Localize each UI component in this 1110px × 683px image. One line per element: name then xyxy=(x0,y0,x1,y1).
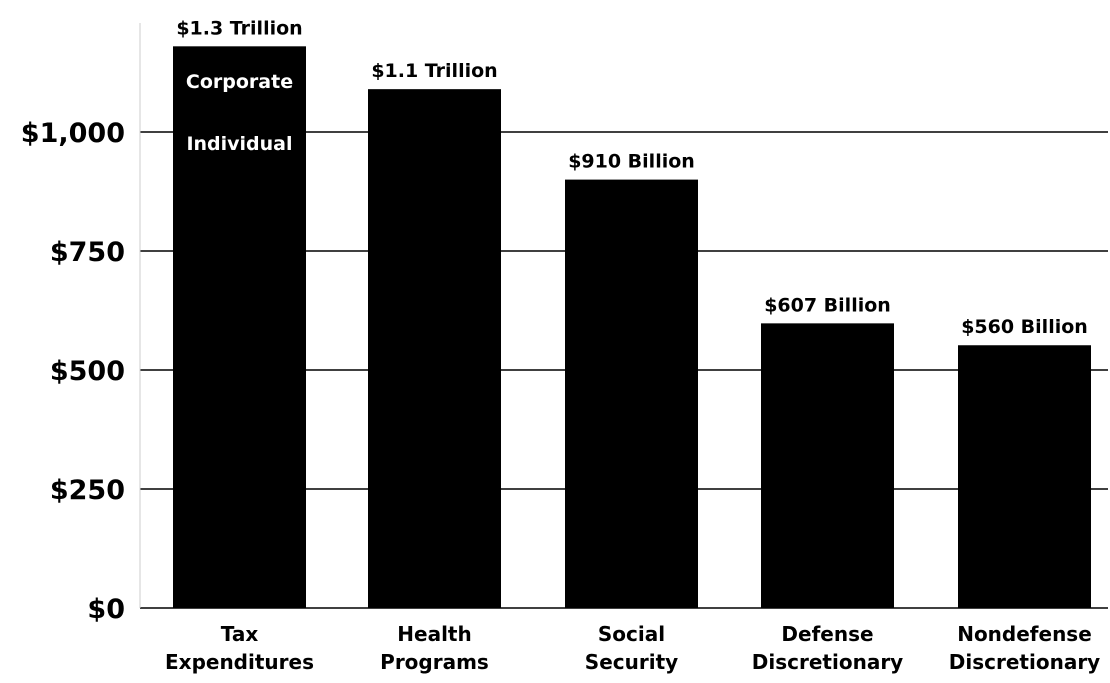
y-tick-label: $250 xyxy=(50,475,125,506)
y-tick-label: $0 xyxy=(87,594,125,625)
y-tick-label: $1,000 xyxy=(21,118,125,149)
bar xyxy=(368,89,501,608)
x-tick-label: Discretionary xyxy=(752,650,903,674)
x-tick-label: Nondefense xyxy=(957,622,1092,646)
x-tick-label: Discretionary xyxy=(949,650,1100,674)
data-label: $607 Billion xyxy=(764,294,891,316)
bar xyxy=(761,323,894,608)
data-label: $1.3 Trillion xyxy=(176,17,302,39)
bar-inner-label: Individual xyxy=(186,133,292,155)
data-label: $1.1 Trillion xyxy=(371,60,497,82)
y-tick-label: $500 xyxy=(50,356,125,387)
data-label: $910 Billion xyxy=(568,151,695,173)
data-label: $560 Billion xyxy=(961,316,1088,338)
x-tick-label: Tax xyxy=(221,622,259,646)
bar-inner-label: Corporate xyxy=(186,71,293,93)
x-tick-label: Security xyxy=(585,650,678,674)
y-tick-label: $750 xyxy=(50,237,125,268)
x-tick-label: Social xyxy=(598,622,665,646)
x-tick-label: Programs xyxy=(380,650,489,674)
bar xyxy=(958,345,1091,608)
bar xyxy=(173,46,306,608)
x-tick-label: Expenditures xyxy=(165,650,314,674)
bar xyxy=(565,179,698,608)
x-tick-label: Health xyxy=(397,622,471,646)
x-tick-label: Defense xyxy=(781,622,873,646)
